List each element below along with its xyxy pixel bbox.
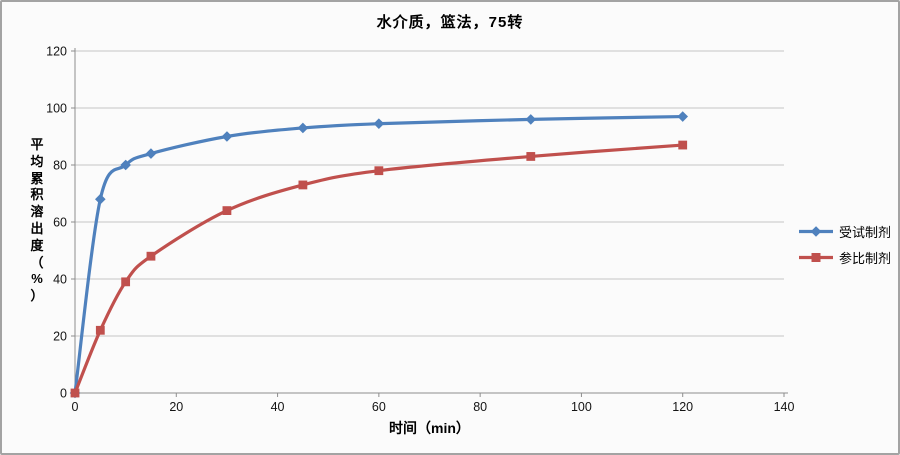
y-tick-label: 20 — [53, 330, 67, 344]
marker-diamond — [297, 122, 309, 134]
y-tick-label: 100 — [46, 102, 67, 116]
marker-diamond — [677, 111, 689, 122]
marker-square — [70, 388, 80, 398]
x-tick-label: 40 — [271, 400, 285, 414]
y-tick-label: 120 — [46, 45, 67, 59]
legend-square-icon — [799, 253, 833, 262]
legend-item-0: 受试制剂 — [798, 222, 891, 241]
marker-square — [95, 325, 105, 335]
marker-square — [678, 140, 688, 150]
y-tick-label: 80 — [53, 159, 67, 173]
marker-diamond — [373, 118, 385, 129]
legend-item-1: 参比制剂 — [798, 248, 891, 267]
marker-diamond — [120, 159, 131, 171]
legend-label: 参比制剂 — [839, 251, 892, 266]
x-tick-label: 140 — [774, 400, 795, 414]
legend: 受试制剂 参比制剂 — [798, 222, 891, 267]
marker-square — [526, 152, 536, 161]
marker-diamond — [525, 114, 537, 125]
x-tick-label: 80 — [473, 400, 487, 414]
x-tick-label: 100 — [571, 400, 592, 414]
marker-diamond — [221, 131, 233, 142]
x-axis-title: 时间（min） — [389, 420, 470, 436]
marker-square — [121, 277, 131, 287]
y-tick-label: 60 — [53, 216, 67, 230]
legend-diamond-icon — [799, 226, 833, 237]
x-tick-label: 120 — [672, 400, 693, 414]
marker-square — [146, 251, 156, 261]
x-tick-label: 60 — [372, 400, 386, 414]
x-tick-label: 0 — [72, 400, 79, 414]
series-line-0 — [73, 114, 685, 395]
marker-square — [222, 206, 232, 215]
y-axis-title: 平 均 累 积 溶 出 度 （ % ） — [30, 137, 44, 304]
marker-square — [298, 180, 308, 190]
x-tick-label: 20 — [169, 400, 183, 414]
series-line-1 — [73, 143, 685, 395]
y-tick-label: 0 — [60, 387, 67, 401]
y-tick-label: 40 — [53, 273, 67, 287]
chart-title: 水介质，篮法，75转 — [376, 14, 524, 31]
marker-square — [374, 166, 384, 176]
marker-diamond — [145, 148, 157, 159]
legend-label: 受试制剂 — [839, 225, 892, 240]
marker-diamond — [95, 193, 106, 205]
